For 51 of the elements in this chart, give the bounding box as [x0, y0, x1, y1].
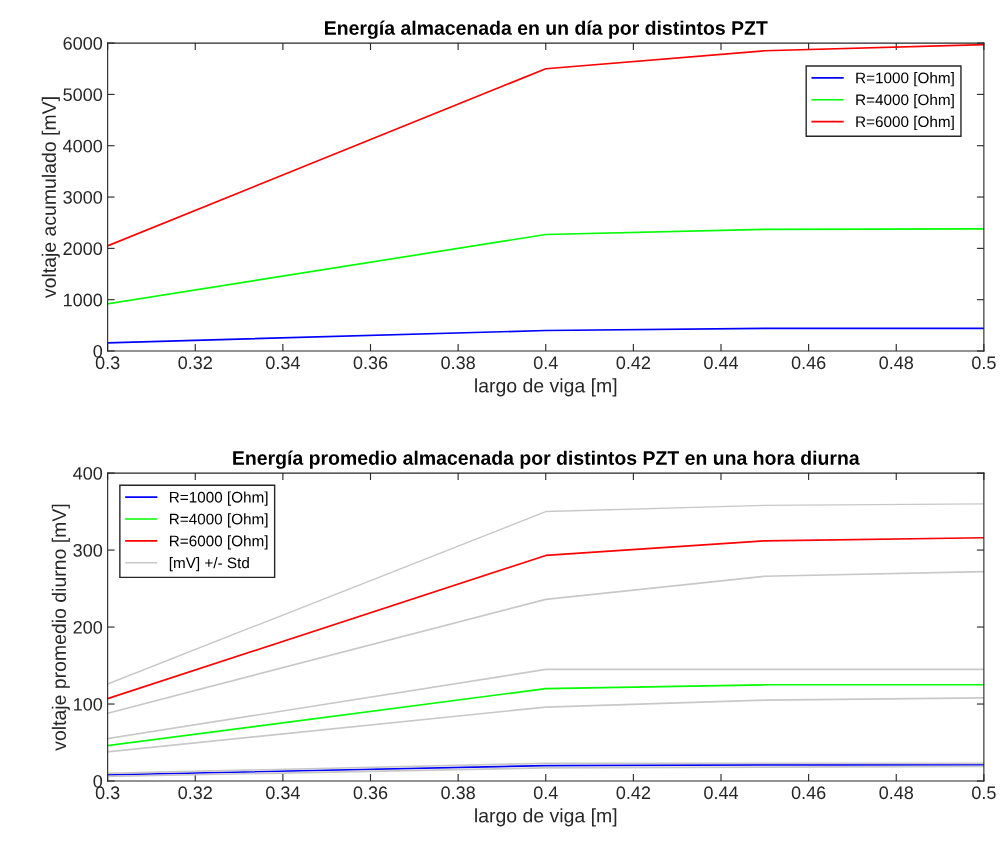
x-tick-label: 0.48: [879, 786, 914, 800]
y-tick-label: 3000: [63, 190, 103, 204]
y-tick-label: 4000: [63, 139, 103, 153]
y-tick-label: 6000: [63, 37, 103, 50]
x-tick-label: 0.4: [533, 786, 558, 800]
y-tick-label: 1000: [64, 293, 103, 307]
legend-label: R=1000 [Ohm]: [856, 72, 954, 87]
y-axis-title: voltaje acumulado [mV]: [41, 97, 60, 299]
y-tick-label: 5000: [63, 88, 103, 102]
legend-label: [mV] +/- Std: [169, 557, 249, 572]
x-tick-label: 0.44: [704, 356, 739, 370]
y-tick-label: 300: [73, 543, 103, 557]
legend-label: R=6000 [Ohm]: [170, 535, 268, 550]
y-tick-label: 100: [74, 697, 103, 711]
x-tick-label: 0.36: [353, 356, 388, 370]
x-tick-label: 0.46: [791, 786, 826, 800]
x-tick-label: 0.3: [95, 356, 120, 370]
x-tick-label: 0.42: [616, 786, 651, 800]
legend-label: R=4000 [Ohm]: [856, 93, 954, 109]
x-tick-label: 0.32: [178, 786, 212, 800]
x-tick-label: 0.42: [616, 356, 651, 370]
legend-label: R=4000 [Ohm]: [170, 513, 268, 528]
x-tick-label: 0.38: [441, 786, 475, 800]
x-tick-label: 0.48: [879, 356, 914, 370]
line-series: [107, 536, 984, 700]
y-tick-label: 400: [73, 467, 103, 480]
y-axis-title: voltaje promedio diurno [mV]: [51, 504, 70, 751]
x-tick-label: 0.5: [972, 356, 996, 370]
x-tick-label: 0.4: [533, 356, 558, 370]
chart-title: Energía almacenada en un día por distintos PZT: [325, 20, 768, 39]
x-tick-label: 0.38: [441, 356, 475, 370]
x-tick-label: 0.34: [266, 786, 300, 800]
x-tick-label: 0.34: [266, 356, 300, 370]
line-series: [107, 228, 984, 305]
line-series: [107, 697, 984, 753]
x-axis-title: largo de viga [m]: [475, 378, 617, 397]
x-tick-label: 0.32: [178, 356, 212, 370]
x-axis-title: largo de viga [m]: [475, 808, 617, 827]
x-tick-label: 0.3: [95, 786, 120, 800]
y-tick-label: 200: [73, 620, 103, 634]
chart-title: Energía promedio almacenada por distintos PZT en una hora diurna: [233, 450, 860, 469]
y-tick-label: 0: [93, 344, 103, 358]
legend-label: R=6000 [Ohm]: [856, 115, 954, 131]
y-tick-label: 2000: [63, 242, 103, 256]
x-tick-label: 0.5: [972, 786, 996, 800]
y-tick-label: 0: [93, 774, 103, 788]
legend-label: R=1000 [Ohm]: [170, 491, 268, 506]
line-series: [107, 570, 984, 715]
x-tick-label: 0.46: [791, 356, 826, 370]
x-tick-label: 0.44: [704, 786, 739, 800]
x-tick-label: 0.36: [353, 786, 388, 800]
